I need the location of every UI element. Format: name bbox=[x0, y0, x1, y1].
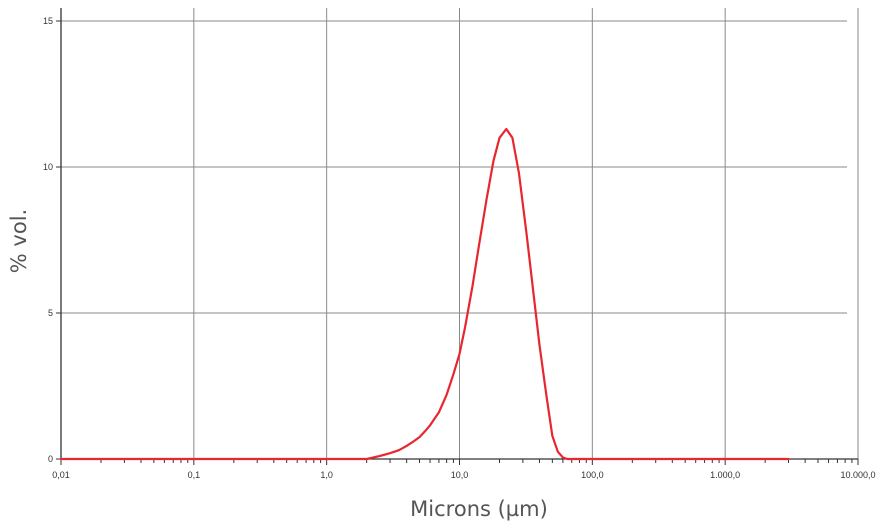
x-tick-label: 10.000,0 bbox=[840, 470, 875, 480]
y-tick-label: 15 bbox=[43, 16, 53, 26]
y-tick-label: 10 bbox=[43, 162, 53, 172]
y-tick-label: 0 bbox=[48, 454, 53, 464]
ticks bbox=[56, 20, 859, 465]
x-axis-title: Microns (µm) bbox=[410, 497, 548, 521]
x-tick-labels: 0,01 0,1 1,0 10,0 100,0 1.000,0 10.000,0 bbox=[52, 470, 875, 480]
y-tick-label: 5 bbox=[48, 308, 53, 318]
x-tick-label: 100,0 bbox=[581, 470, 604, 480]
x-tick-label: 10,0 bbox=[451, 470, 469, 480]
series-line bbox=[59, 127, 790, 461]
grid bbox=[61, 8, 859, 459]
y-axis-title: % vol. bbox=[7, 209, 31, 273]
y-tick-labels: 0 5 10 15 bbox=[43, 16, 53, 464]
x-tick-label: 0,1 bbox=[188, 470, 201, 480]
x-tick-label: 1.000,0 bbox=[710, 470, 740, 480]
x-tick-label: 1,0 bbox=[320, 470, 333, 480]
series-group bbox=[59, 127, 790, 461]
x-tick-label: 0,01 bbox=[52, 470, 70, 480]
